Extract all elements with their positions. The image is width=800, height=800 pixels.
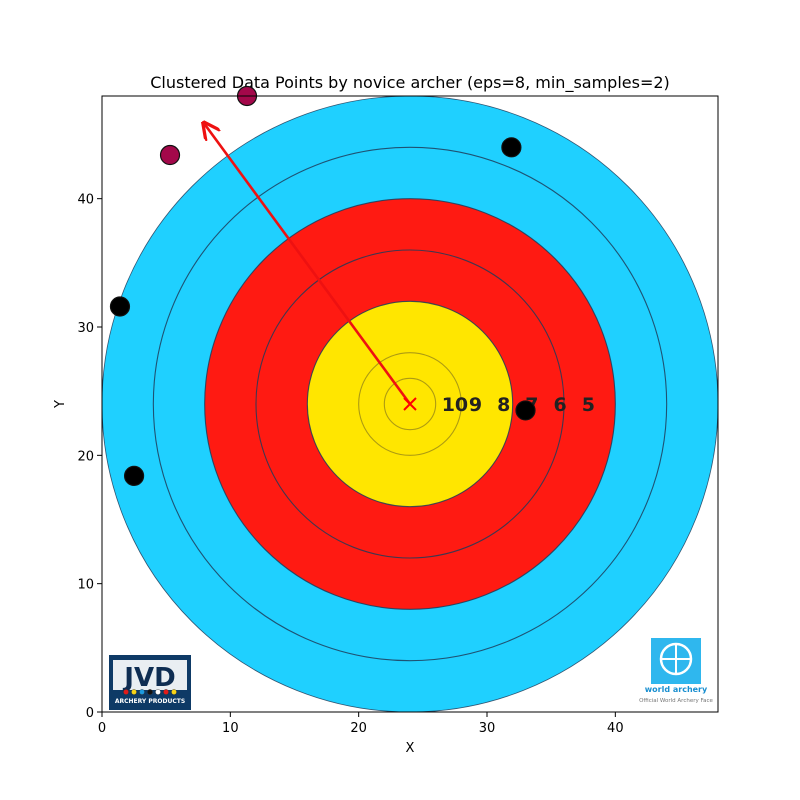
world-archery-logo-text: world archery <box>645 685 708 694</box>
jvd-logo-text: JVD <box>122 663 175 693</box>
x-axis-label: X <box>406 741 415 756</box>
x-tick-label: 30 <box>479 721 496 736</box>
ring-number-10: 10 <box>442 394 468 416</box>
plot-frame <box>101 95 719 713</box>
noise-point <box>501 137 522 158</box>
cluster-point <box>159 144 181 166</box>
world-archery-logo: world archery Official World Archery Fac… <box>639 638 714 704</box>
noise-point <box>123 465 145 486</box>
target-ring-line <box>152 146 668 662</box>
jvd-logo: JVD ARCHERY PRODUCTS <box>109 655 191 710</box>
y-tick-label: 10 <box>77 578 94 593</box>
target-ring-line <box>383 377 437 431</box>
x-axis: 0 10 20 30 40 <box>98 712 624 736</box>
ring-number-5: 5 <box>582 394 595 416</box>
y-axis-label: Y <box>53 400 68 409</box>
target-ring-line <box>306 300 514 508</box>
ring-number-9: 9 <box>469 394 482 416</box>
world-archery-logo-subtext: Official World Archery Face <box>639 698 713 704</box>
y-tick-label: 0 <box>86 706 94 721</box>
jvd-logo-subtext: ARCHERY PRODUCTS <box>115 698 185 705</box>
noise-point <box>109 296 131 317</box>
chart-title: Clustered Data Points by novice archer (… <box>150 73 670 93</box>
x-tick-label: 40 <box>607 721 624 736</box>
target-ring-line <box>358 352 462 456</box>
center-x-marker <box>403 397 417 411</box>
y-axis: 0 10 20 30 40 <box>77 193 102 721</box>
center-marker <box>403 397 417 411</box>
noise-point <box>515 400 536 421</box>
y-tick-label: 20 <box>77 449 94 464</box>
x-tick-label: 10 <box>222 721 239 736</box>
x-tick-label: 20 <box>350 721 367 736</box>
x-tick-label: 0 <box>98 721 106 736</box>
y-tick-label: 40 <box>77 193 94 208</box>
plot-area: 1098765 JVD ARCHERY PRODUCTS world arche… <box>102 96 718 712</box>
ring-number-8: 8 <box>497 394 510 416</box>
y-tick-label: 30 <box>77 321 94 336</box>
trajectory-arrow <box>205 124 412 405</box>
target-ring-line <box>255 249 565 559</box>
target-ring-line <box>204 198 616 610</box>
ring-number-6: 6 <box>554 394 567 416</box>
